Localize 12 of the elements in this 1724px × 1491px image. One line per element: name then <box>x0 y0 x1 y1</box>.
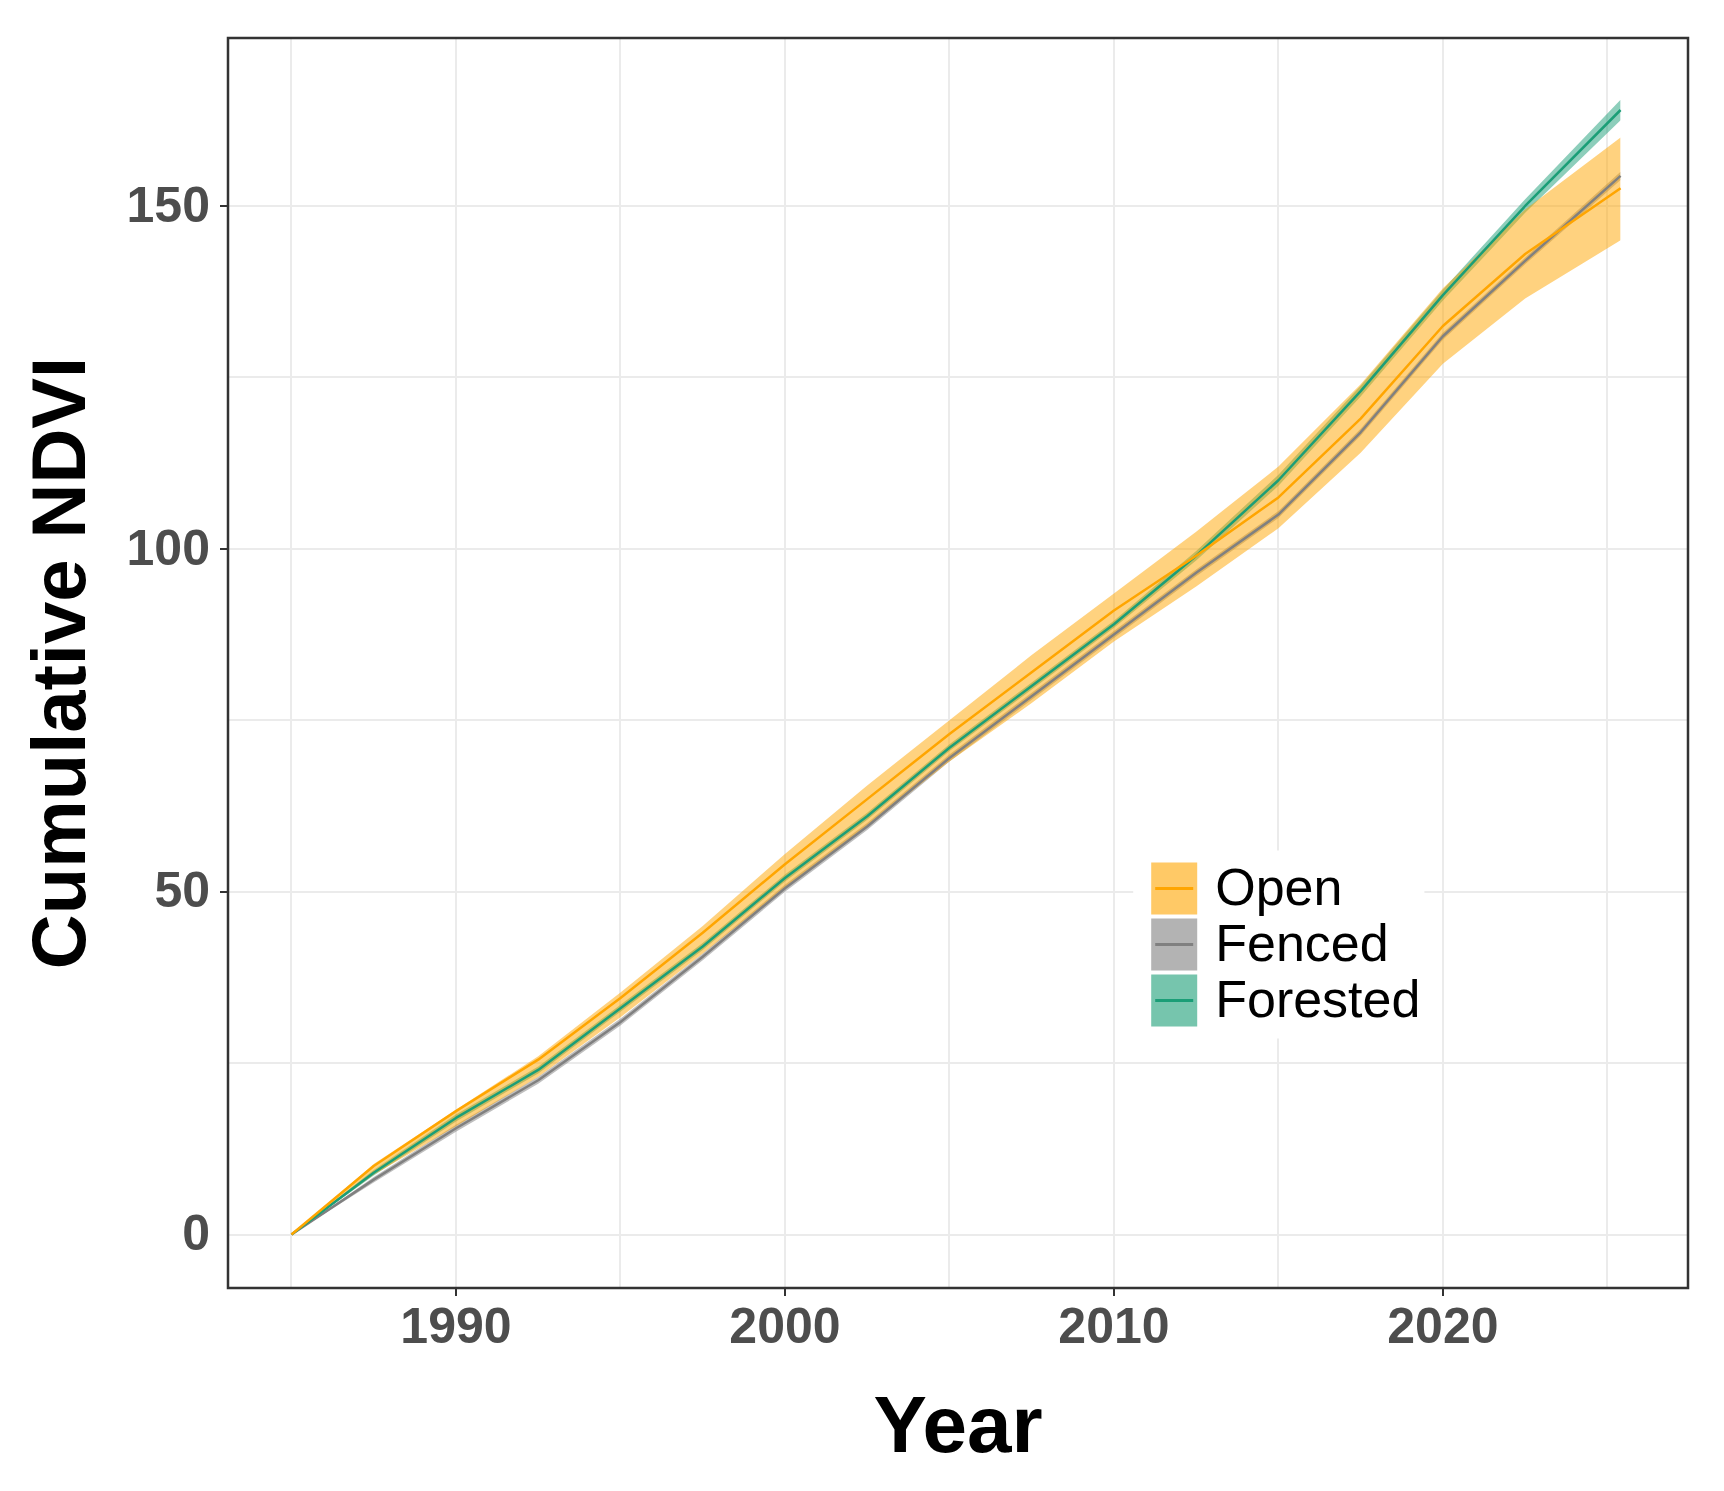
x-tick-label: 2000 <box>729 1297 841 1354</box>
legend-label: Forested <box>1215 969 1421 1028</box>
y-tick-label: 50 <box>154 862 210 919</box>
x-axis-title: Year <box>873 1380 1043 1470</box>
y-axis-title: Cumulative NDVI <box>15 356 101 970</box>
x-tick-label: 2010 <box>1058 1297 1170 1354</box>
y-tick-label: 150 <box>126 176 210 233</box>
x-tick-label: 2020 <box>1387 1297 1499 1354</box>
legend-label: Open <box>1215 857 1343 916</box>
y-tick-label: 0 <box>182 1205 210 1262</box>
y-tick-label: 100 <box>126 519 210 576</box>
x-tick-label: 1990 <box>400 1297 512 1354</box>
